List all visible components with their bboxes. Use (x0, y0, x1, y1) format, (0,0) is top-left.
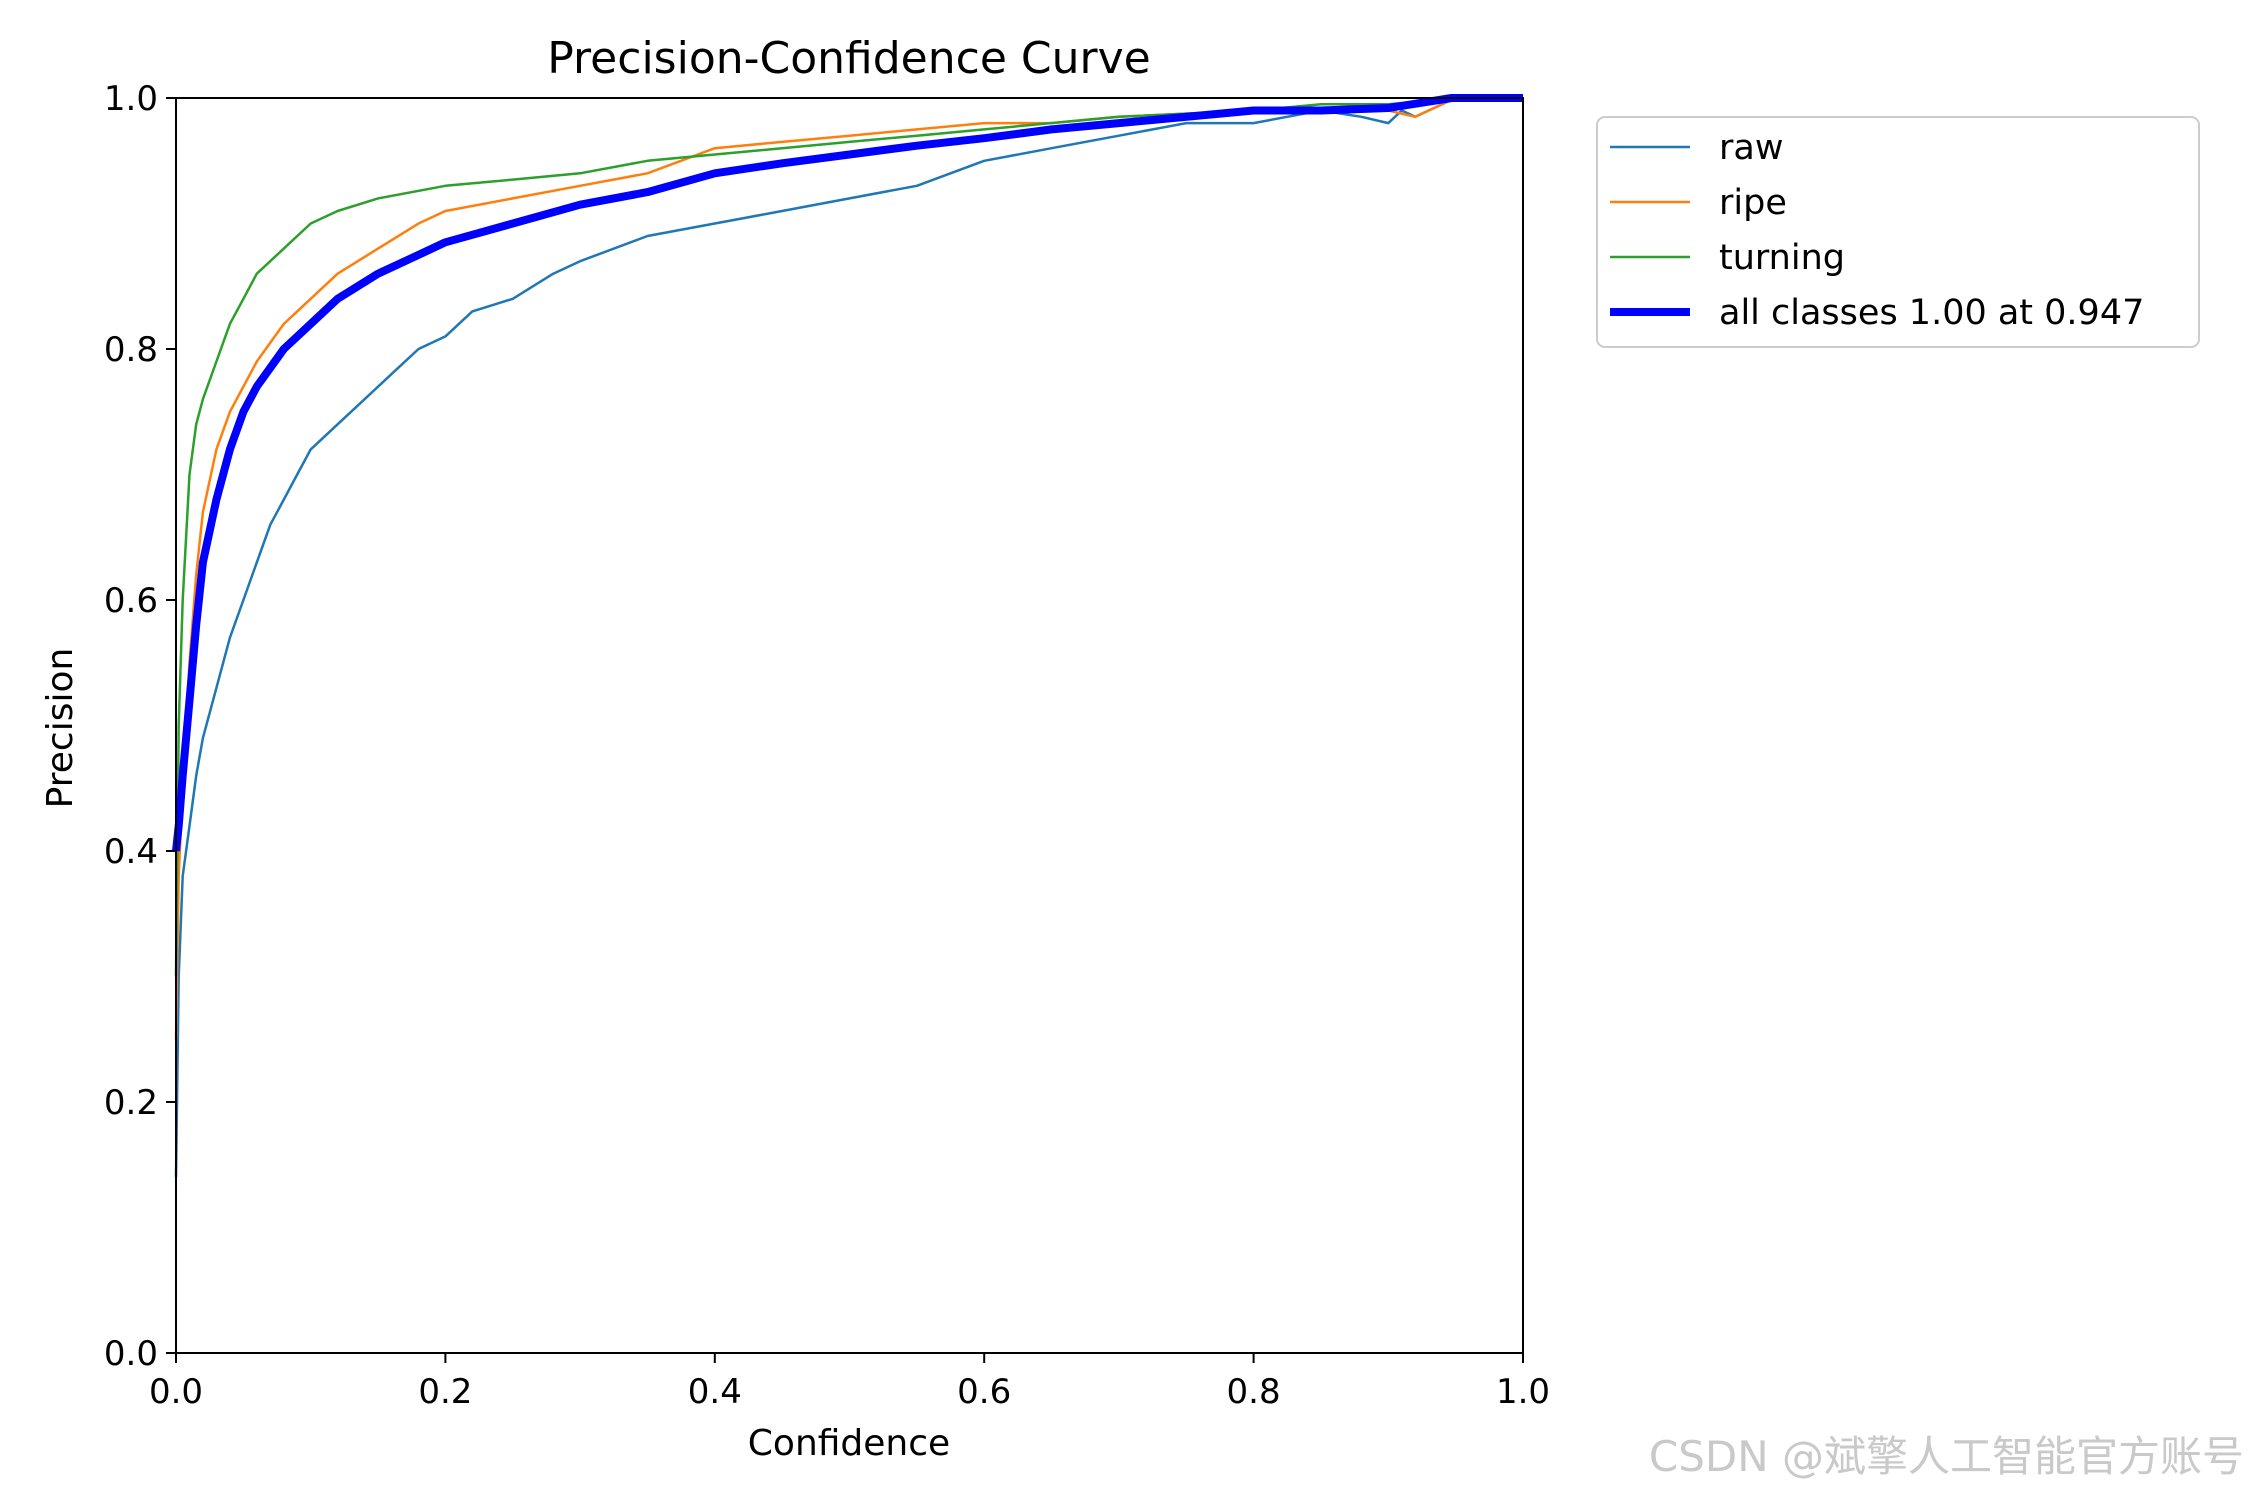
y-tick-label: 0.4 (104, 832, 158, 872)
y-tick-label: 1.0 (104, 79, 158, 119)
x-tick-label: 0.8 (1227, 1372, 1281, 1412)
y-tick-label: 0.6 (104, 581, 158, 621)
y-tick-label: 0.2 (104, 1083, 158, 1123)
y-axis-label: Precision (40, 648, 81, 809)
y-axis-ticks: 0.0 0.2 0.4 0.6 0.8 1.0 (104, 79, 176, 1374)
x-tick-label: 1.0 (1496, 1372, 1550, 1412)
x-axis-ticks: 0.0 0.2 0.4 0.6 0.8 1.0 (149, 1353, 1550, 1412)
plot-background (176, 98, 1523, 1353)
x-tick-label: 0.0 (149, 1372, 203, 1412)
series-line-raw (174, 96, 1523, 1178)
series-layer (172, 94, 1523, 1178)
legend-label: turning (1719, 238, 1845, 278)
chart-title: Precision-Confidence Curve (547, 33, 1150, 84)
plot-frame (175, 97, 1524, 1354)
legend-label: all classes 1.00 at 0.947 (1719, 293, 2144, 333)
y-tick-label: 0.8 (104, 330, 158, 370)
legend-label: raw (1719, 128, 1783, 168)
legend-box (1596, 116, 2200, 348)
x-axis-label: Confidence (748, 1423, 950, 1464)
watermark-text: CSDN @斌擎人工智能官方账号 (1648, 1432, 2244, 1481)
series-line-turning (174, 96, 1523, 977)
series-line-all-classes (172, 94, 1523, 852)
plot-area (172, 94, 1524, 1354)
x-tick-label: 0.4 (688, 1372, 742, 1412)
legend-label: ripe (1719, 183, 1787, 223)
legend: raw ripe turning all classes 1.00 at 0.947 (1596, 116, 2200, 348)
x-tick-label: 0.2 (418, 1372, 472, 1412)
y-tick-label: 0.0 (104, 1334, 158, 1374)
legend-items: raw ripe turning all classes 1.00 at 0.947 (1610, 128, 2144, 333)
x-tick-label: 0.6 (957, 1372, 1011, 1412)
